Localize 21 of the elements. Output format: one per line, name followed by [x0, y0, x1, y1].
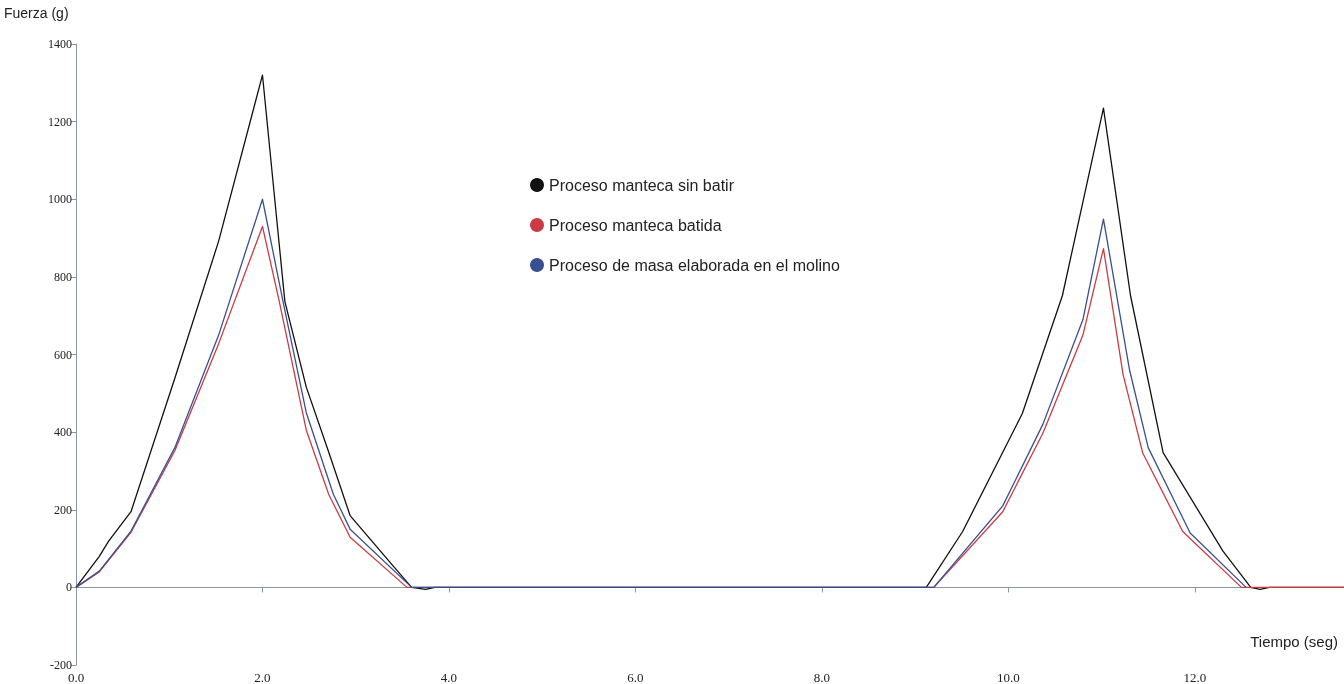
x-tick-label: 10.0 [996, 670, 1020, 684]
legend-label: Proceso de masa elaborada en el molino [549, 256, 840, 274]
x-axis-title: Tiempo (seg) [1250, 633, 1339, 650]
x-tick-label: 12.0 [1183, 670, 1207, 684]
y-axis-title: Fuerza (g) [4, 5, 69, 21]
x-tick-label: 8.0 [813, 670, 831, 684]
legend-label: Proceso manteca batida [549, 216, 722, 234]
y-tick-label: 1400 [48, 37, 72, 51]
x-tick-label: 0.0 [67, 670, 85, 684]
y-tick-label: 400 [54, 425, 72, 440]
x-tick-label: 2.0 [254, 670, 271, 684]
legend-label: Proceso manteca sin batir [549, 176, 735, 194]
y-tick-label: 600 [54, 347, 72, 362]
y-tick-label: 800 [54, 269, 72, 284]
x-tick-label: 4.0 [440, 670, 458, 684]
y-tick-label: 200 [54, 502, 72, 517]
y-tick-label: -200 [50, 658, 72, 672]
y-tick-label: 0 [66, 580, 72, 595]
y-tick-label: 1000 [48, 192, 72, 207]
x-tick-label: 6.0 [627, 670, 644, 684]
y-tick-label: 1200 [48, 114, 72, 129]
